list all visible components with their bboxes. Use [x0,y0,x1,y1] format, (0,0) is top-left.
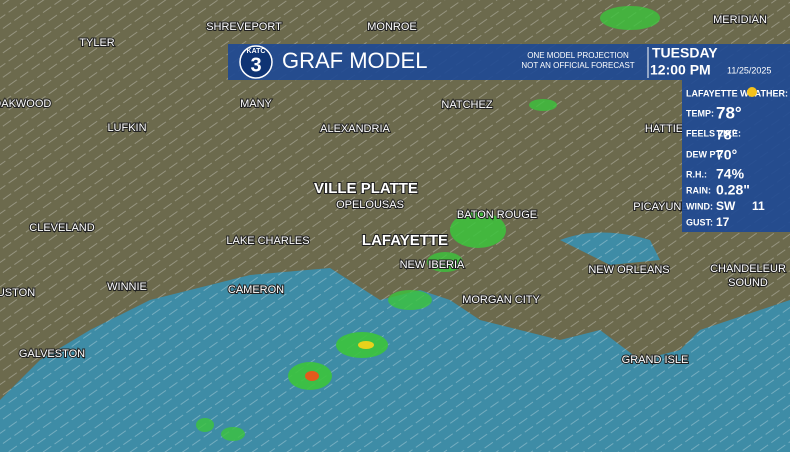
city: OAKWOOD [0,98,51,110]
city: CAMERON [228,284,284,296]
weather-label: FEELS LIKE: [686,128,741,138]
city: NATCHEZ [441,99,492,111]
city: USTON [0,287,35,299]
panel-place: LAFAYETTE WEATHER: [686,88,788,98]
logo-station: KATC [247,48,266,55]
weather-icon [747,87,757,97]
city: ALEXANDRIA [320,123,390,135]
weather-label: WIND: [686,201,713,211]
weather-label: RAIN: [686,185,711,195]
city: MORGAN CITY [462,294,540,306]
city: CLEVELAND [29,222,94,234]
city: LAFAYETTE [362,232,448,249]
city: SHREVEPORT [206,21,282,33]
weather-value: 78° [716,127,737,143]
header-bar: KATC 3 GRAF MODEL ONE MODEL PROJECTION N… [228,44,790,80]
rain-cell [600,6,660,30]
city: GRAND ISLE [622,354,689,366]
rain-cell [221,427,245,441]
weather-value: SW [716,199,736,213]
rain-cell [529,99,557,111]
city: NEW ORLEANS [588,264,669,276]
rain-cell [388,290,432,310]
weather-panel: LAFAYETTE WEATHER: TEMP: 78° FEELS LIKE:… [682,80,790,232]
city-labels: SHREVEPORT MONROE MERIDIAN TYLER OAKWOOD… [0,13,787,367]
rain-cell [450,212,506,248]
weather-label: R.H.: [686,169,707,179]
city: LUFKIN [107,122,146,134]
rain [196,6,660,441]
weather-value: 74% [716,166,745,182]
rain-cell [358,341,374,349]
weather-value: 0.28" [716,182,750,198]
header-title: GRAF MODEL [282,48,427,73]
rain-cell [305,371,319,381]
weather-label: DEW PT: [686,149,723,159]
city: SOUND [728,277,768,289]
city: CHANDELEUR [710,263,786,275]
weather-label: GUST: [686,217,713,227]
header-note: NOT AN OFFICIAL FORECAST [521,61,634,70]
weather-value: 17 [716,215,730,229]
logo-channel: 3 [250,54,261,76]
city: MANY [240,98,272,110]
weather-value: 78° [716,103,742,122]
city: TYLER [79,37,115,49]
header-day: TUESDAY [652,45,718,61]
city: BATON ROUGE [457,209,537,221]
header-time: 12:00 PM [650,62,711,78]
city: NEW IBERIA [400,259,465,271]
weather-label: TEMP: [686,108,714,118]
city: GALVESTON [19,348,85,360]
city: MONROE [367,21,417,33]
city: LAKE CHARLES [226,235,309,247]
panel-bg [682,80,790,232]
weather-value: 70° [716,147,737,163]
city: MERIDIAN [713,14,767,26]
city: OPELOUSAS [336,199,404,211]
city: WINNIE [107,281,147,293]
city: HATTIE [645,123,683,135]
rain-cell [196,418,214,432]
weather-value: 11 [752,199,765,213]
header-bg [228,44,790,80]
header-date: 11/25/2025 [727,65,771,75]
city: PICAYUNE [633,201,688,213]
logo [239,45,273,79]
city: VILLE PLATTE [314,180,418,197]
rain-cell [427,252,463,272]
header-note: ONE MODEL PROJECTION [527,51,629,60]
